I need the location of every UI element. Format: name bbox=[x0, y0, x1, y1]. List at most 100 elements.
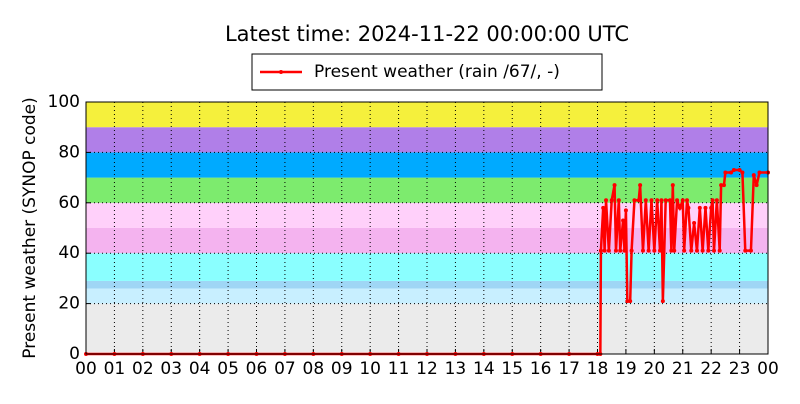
point bbox=[660, 299, 665, 304]
x-tick-label: 07 bbox=[274, 359, 296, 379]
point bbox=[658, 248, 663, 253]
point bbox=[682, 248, 687, 253]
point bbox=[697, 205, 702, 210]
point bbox=[640, 248, 645, 253]
point bbox=[686, 205, 691, 210]
point bbox=[717, 248, 722, 253]
point bbox=[757, 170, 762, 175]
legend-marker bbox=[279, 70, 283, 74]
x-tick-label: 21 bbox=[672, 359, 694, 379]
point bbox=[602, 248, 607, 253]
x-tick-label: 19 bbox=[615, 359, 637, 379]
point bbox=[669, 248, 674, 253]
y-tick-label: 0 bbox=[69, 344, 80, 364]
plot-frame bbox=[85, 101, 769, 355]
point bbox=[714, 198, 719, 203]
x-tick-label: 00 bbox=[757, 359, 779, 379]
band bbox=[86, 152, 768, 178]
x-tick-label: 17 bbox=[558, 359, 580, 379]
point bbox=[723, 170, 728, 175]
chart-title: Latest time: 2024-11-22 00:00:00 UTC bbox=[225, 22, 629, 46]
x-tick-label: 22 bbox=[700, 359, 722, 379]
x-tick-label: 20 bbox=[644, 359, 666, 379]
point bbox=[692, 220, 697, 225]
point bbox=[652, 248, 657, 253]
point bbox=[694, 248, 699, 253]
point bbox=[709, 205, 714, 210]
point bbox=[685, 198, 690, 203]
point bbox=[754, 183, 759, 188]
point bbox=[622, 248, 627, 253]
band bbox=[86, 127, 768, 153]
x-tick-label: 04 bbox=[189, 359, 211, 379]
x-tick-label: 06 bbox=[246, 359, 268, 379]
point bbox=[604, 198, 609, 203]
legend-label: Present weather (rain /67/, -) bbox=[314, 62, 560, 82]
point bbox=[625, 299, 630, 304]
point bbox=[655, 198, 660, 203]
x-tick-label: 23 bbox=[729, 359, 751, 379]
point bbox=[748, 248, 753, 253]
legend-box bbox=[251, 53, 603, 91]
point bbox=[609, 198, 614, 203]
point bbox=[632, 198, 637, 203]
y-tick-label: 60 bbox=[58, 193, 80, 213]
point bbox=[706, 248, 711, 253]
point bbox=[616, 198, 621, 203]
point bbox=[721, 183, 726, 188]
point bbox=[628, 299, 633, 304]
point bbox=[659, 198, 664, 203]
x-tick-label: 05 bbox=[217, 359, 239, 379]
x-tick-label: 15 bbox=[501, 359, 523, 379]
point bbox=[729, 170, 734, 175]
x-tick-label: 10 bbox=[359, 359, 381, 379]
y-tick-label: 80 bbox=[58, 142, 80, 162]
point bbox=[737, 168, 742, 173]
point bbox=[677, 205, 682, 210]
point bbox=[612, 183, 617, 188]
point bbox=[649, 198, 654, 203]
point bbox=[689, 248, 694, 253]
x-tick-label: 16 bbox=[530, 359, 552, 379]
point bbox=[703, 205, 708, 210]
point bbox=[743, 248, 748, 253]
y-axis-label: Present weather (SYNOP code) bbox=[20, 97, 40, 358]
band bbox=[86, 280, 768, 289]
x-tick-label: 13 bbox=[445, 359, 467, 379]
x-tick-label: 08 bbox=[303, 359, 325, 379]
x-tick-label: 02 bbox=[132, 359, 154, 379]
band bbox=[86, 253, 768, 281]
point bbox=[675, 198, 680, 203]
point bbox=[598, 248, 603, 253]
point bbox=[719, 183, 724, 188]
x-tick-label: 12 bbox=[416, 359, 438, 379]
x-tick-label: 09 bbox=[331, 359, 353, 379]
point bbox=[606, 248, 611, 253]
y-tick-label: 20 bbox=[58, 294, 80, 314]
band bbox=[86, 303, 768, 354]
x-tick-label: 14 bbox=[473, 359, 495, 379]
point bbox=[629, 248, 634, 253]
x-tick-label: 00 bbox=[75, 359, 97, 379]
point bbox=[613, 248, 618, 253]
point bbox=[680, 198, 685, 203]
point bbox=[623, 208, 628, 213]
point bbox=[618, 248, 623, 253]
x-tick-label: 01 bbox=[104, 359, 126, 379]
point bbox=[672, 248, 677, 253]
point bbox=[638, 183, 643, 188]
point bbox=[663, 198, 668, 203]
point bbox=[667, 198, 672, 203]
x-tick-label: 03 bbox=[160, 359, 182, 379]
point bbox=[670, 183, 675, 188]
x-tick-label: 18 bbox=[587, 359, 609, 379]
point bbox=[646, 248, 651, 253]
point bbox=[643, 198, 648, 203]
point bbox=[731, 168, 736, 173]
point bbox=[710, 198, 715, 203]
y-tick-label: 100 bbox=[48, 92, 80, 112]
point bbox=[712, 248, 717, 253]
point bbox=[751, 173, 756, 178]
y-tick-label: 40 bbox=[58, 243, 80, 263]
point bbox=[740, 170, 745, 175]
